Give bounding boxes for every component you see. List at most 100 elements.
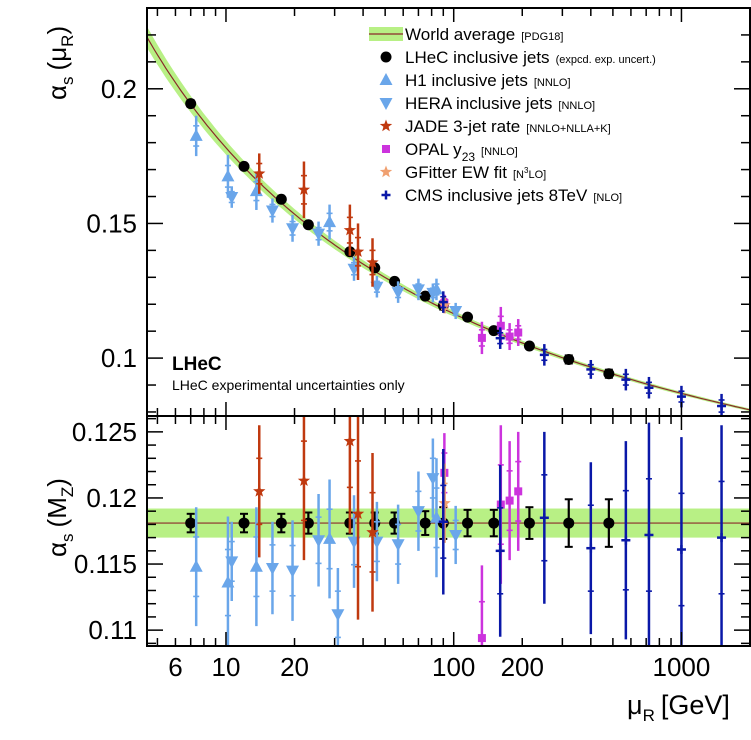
opal-point-3 [505,496,514,505]
bottom-y-axis-title: αs (MZ) [42,478,77,557]
lhec-point-3 [302,219,314,231]
hera-point-3 [312,535,326,548]
lhec-point-9 [462,311,474,323]
legend-item-gfitter: GFitter EW fit [N3LO] [379,163,546,182]
series-lhec [185,98,615,380]
legend-label-lhec: LHeC inclusive jets [405,48,550,67]
x-tick-label-3: 100 [432,652,475,682]
hera-point-7 [411,284,425,297]
legend-text-world: World average [PDG18] [405,25,563,44]
legend-note-opal: [NNLO] [481,146,518,158]
hera-point-1 [265,205,279,218]
legend-note-hera: [NNLO] [558,100,595,112]
hera-point-1 [265,563,279,576]
legend-item-h1: H1 inclusive jets [NNLO] [379,71,571,90]
legend-item-opal: OPAL y23 [NNLO] [382,140,518,164]
legend-label-hera: HERA inclusive jets [405,94,552,113]
bottom-panel-alphas-mz [147,416,750,646]
top-ylabel-argsub: R [58,35,77,47]
bottom-y-tick-label-0: 0.11 [88,615,137,645]
legend-note-h1: [NNLO] [534,77,571,89]
bottom-ylabel-argsub: Z [58,487,77,497]
cms-point-2 [539,513,549,523]
lhec-uncertainty-note: LHeC experimental uncertainties only [172,377,405,393]
series-hera [225,186,463,320]
bottom-y-tick-label-3: 0.125 [72,417,137,447]
h1-point-4 [429,510,443,523]
legend-note-jade: [NNLO+NLLA+K] [526,123,610,135]
legend-label-cms: CMS inclusive jets 8TeV [405,186,588,205]
series-cms [438,422,727,646]
x-tick-label-4: 200 [501,652,544,682]
cms-point-6 [676,392,686,402]
legend-label-opal: OPAL y [405,140,462,159]
legend-label-world: World average [405,25,515,44]
legend-note-world: [PDG18] [521,31,563,43]
bottom-frame [146,415,751,647]
jade-point-2 [343,223,357,236]
jade-point-2 [343,434,357,447]
hera-point-0 [225,556,239,569]
axes-frame [146,7,751,647]
lhec-brand-label: LHeC [172,354,222,375]
cms-point-4 [621,535,631,545]
legend-marker-opal [382,145,390,153]
legend-item-jade: JADE 3-jet rate [NNLO+NLLA+K] [379,117,611,136]
h1-point-3 [323,531,337,544]
bottom-ylabel-s: s [58,533,77,542]
jade-point-4 [366,525,379,538]
lhec-point-0 [185,98,197,110]
legend: World average [PDG18] LHeC inclusive jets (… [369,25,656,205]
bottom-ylabel-alpha: α [42,542,72,557]
x-tick-label-5: 1000 [653,652,711,682]
hera-point-10 [449,529,463,542]
svg-text:αs(μR): αs (μR) [42,26,77,100]
bottom-y-tick-label-2: 0.12 [86,483,137,513]
xlabel-unit: [GeV] [661,690,730,720]
legend-text-lhec: LHeC inclusive jets (expcd. exp. uncert.) [405,48,656,67]
bottom-ylabel-close: ) [42,478,72,487]
jade-point-3 [351,245,365,257]
series-h1 [189,458,443,646]
lhec-point-0 [185,517,197,529]
legend-marker-cms [381,190,391,200]
series-opal [440,294,523,355]
top-ylabel-alpha: α [42,85,72,100]
legend-note-gfitter: [N [513,169,524,181]
legend-item-world: World average [PDG18] [369,25,563,44]
legend-marker-gfitter [379,165,393,178]
hera-point-8 [426,287,440,300]
hera-point-0 [225,192,239,205]
lhec-point-1 [238,160,250,172]
top-ylabel-close: ) [42,26,72,35]
lhec-point-12 [563,353,575,365]
bottom-y-tick-label-1: 0.115 [74,549,137,579]
jade-point-1 [297,183,311,195]
legend-marker-jade [379,119,393,132]
top-y-tick-label-1: 0.15 [86,208,137,238]
top-frame [146,7,751,417]
hera-point-6 [391,287,405,300]
series-hera [225,438,463,646]
legend-note-lhec: (expcd. exp. uncert.) [556,54,656,66]
lhec-point-2 [275,193,287,205]
lhec-point-13 [603,517,615,529]
svg-text:αs(MZ): αs (MZ) [42,478,77,557]
lhec-point-11 [523,340,535,352]
cms-point-2 [539,350,549,360]
cms-point-0 [438,297,448,307]
xlabel-r: R [643,706,655,725]
legend-item-lhec: LHeC inclusive jets (expcd. exp. uncert.) [380,48,656,67]
x-axis-title: μR [GeV] [627,690,730,725]
legend-item-cms: CMS inclusive jets 8TeV [NLO] [381,186,622,205]
jade-point-0 [253,167,266,179]
cms-point-0 [438,517,448,527]
lhec-point-7 [419,290,431,302]
hera-point-3 [312,228,326,241]
legend-text-h1: H1 inclusive jets [NNLO] [405,71,571,90]
lhec-point-10 [488,517,500,529]
cms-point-4 [621,375,631,385]
top-y-axis-title: αs (μR) [42,26,77,100]
top-panel-alphas-mur [147,26,750,416]
